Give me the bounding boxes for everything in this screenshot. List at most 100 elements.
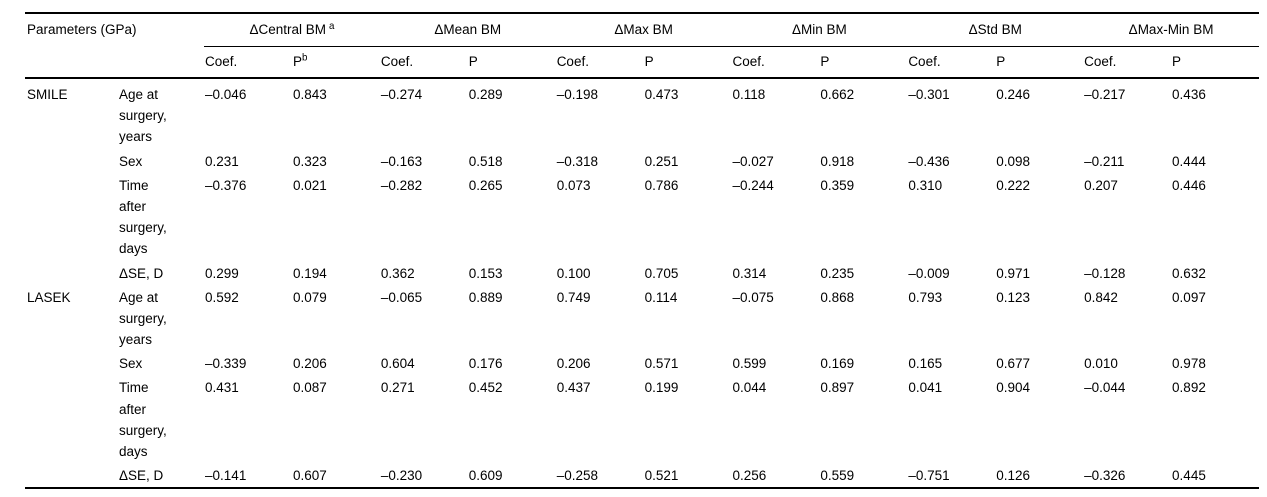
value-cell: 0.206: [556, 356, 591, 372]
parameters-header: Parameters (GPa): [25, 13, 205, 79]
value-cell: 0.299: [205, 265, 239, 281]
value-cell: 0.235: [820, 265, 855, 281]
table-row: ΔSE, D 0.299 0.194 0.362 0.153 0.100 0.705 0.31…: [25, 261, 1259, 285]
value-cell: 0.599: [732, 356, 767, 372]
table-header: Parameters (GPa) ΔCentral BM a ΔMean BM Δ…: [25, 13, 1259, 79]
value-cell: 0.609: [468, 468, 503, 484]
value-cell: 0.194: [292, 265, 327, 281]
value-cell: 0.868: [820, 289, 855, 305]
value-cell: 0.559: [820, 468, 855, 484]
value-cell: 0.521: [644, 468, 679, 484]
value-cell: 0.571: [644, 356, 679, 372]
value-cell: 0.021: [292, 177, 327, 193]
value-cell: 0.842: [1084, 289, 1118, 305]
subcol-coef: Coef.: [555, 46, 644, 79]
col-group-label: ΔCentral BM: [249, 22, 327, 37]
subcol-label: Coef.: [205, 54, 238, 69]
subcol-p: P: [643, 46, 732, 79]
parameter-cell: Age at surgery, years: [119, 87, 167, 145]
value-cell: 0.199: [644, 380, 679, 396]
value-cell: 0.256: [732, 468, 767, 484]
value-cell: –0.141: [205, 468, 247, 484]
subcol-label: P: [1172, 54, 1182, 69]
group-cell: [25, 149, 118, 173]
value-cell: 0.098: [996, 153, 1031, 169]
value-cell: –0.027: [732, 153, 774, 169]
subcol-coef: Coef.: [204, 46, 292, 79]
value-cell: –0.436: [908, 153, 950, 169]
subcol-label: Coef.: [556, 54, 589, 69]
value-cell: 0.246: [996, 87, 1031, 102]
value-cell: 0.118: [732, 87, 766, 102]
value-cell: 0.518: [468, 153, 503, 169]
value-cell: 0.436: [1172, 87, 1206, 102]
subcol-coef: Coef.: [907, 46, 996, 79]
parameters-header-label: Parameters (GPa): [27, 22, 137, 37]
subcol-label: P: [644, 54, 654, 69]
value-cell: 0.041: [908, 380, 943, 396]
table-row: Sex 0.231 0.323 –0.163 0.518 –0.318 0.251 –0.02…: [25, 149, 1259, 173]
value-cell: 0.222: [996, 177, 1031, 193]
value-cell: 0.978: [1172, 356, 1206, 372]
value-cell: 0.314: [732, 265, 767, 281]
table-row: SMILE Age at surgery, years –0.046 0.843 –0.…: [25, 78, 1259, 149]
table-row: Time after surgery, days –0.376 0.021 –0.28…: [25, 173, 1259, 261]
value-cell: 0.323: [292, 153, 327, 169]
parameter-cell: Sex: [119, 153, 143, 169]
value-cell: –0.258: [556, 468, 598, 484]
table-row: Time after surgery, days 0.431 0.087 0.271 0…: [25, 375, 1259, 463]
value-cell: 0.169: [820, 356, 855, 372]
value-cell: 0.904: [996, 380, 1031, 396]
subcol-label: Coef.: [380, 54, 414, 69]
table-row: Sex –0.339 0.206 0.604 0.176 0.206 0.571 0.599 0…: [25, 351, 1259, 375]
value-cell: 0.604: [380, 356, 415, 372]
value-cell: –0.282: [380, 177, 423, 193]
value-cell: –0.211: [1084, 153, 1125, 169]
subcol-label: Coef.: [732, 54, 765, 69]
value-cell: 0.897: [820, 380, 855, 396]
subcol-label: P: [292, 54, 302, 69]
col-group-std-bm: ΔStd BM: [907, 13, 1084, 47]
value-cell: 0.079: [292, 289, 327, 305]
value-cell: 0.087: [292, 380, 327, 396]
value-cell: 0.251: [644, 153, 679, 169]
value-cell: 0.206: [292, 356, 327, 372]
subcol-p: P: [995, 46, 1084, 79]
value-cell: 0.207: [1084, 177, 1118, 193]
parameter-cell: ΔSE, D: [119, 468, 164, 484]
subcol-p: P: [1171, 46, 1259, 79]
col-group-max-bm: ΔMax BM: [555, 13, 732, 47]
value-cell: 0.892: [1172, 380, 1206, 396]
value-cell: –0.751: [908, 468, 950, 484]
group-cell: [25, 375, 118, 463]
value-cell: 0.165: [908, 356, 943, 372]
col-group-label: ΔStd BM: [968, 22, 1022, 37]
value-cell: –0.198: [556, 87, 598, 102]
value-cell: –0.301: [908, 87, 950, 102]
value-cell: 0.445: [1172, 468, 1206, 484]
value-cell: 0.123: [996, 289, 1031, 305]
value-cell: 0.444: [1172, 153, 1206, 169]
subcol-coef: Coef.: [379, 46, 468, 79]
col-group-label: ΔMin BM: [792, 22, 847, 37]
value-cell: –0.009: [908, 265, 950, 281]
value-cell: 0.437: [556, 380, 591, 396]
table-row: LASEK Age at surgery, years 0.592 0.079 –0.0…: [25, 285, 1259, 352]
value-cell: 0.843: [292, 87, 327, 102]
value-cell: 0.592: [205, 289, 239, 305]
value-cell: 0.231: [205, 153, 239, 169]
parameter-cell: ΔSE, D: [119, 265, 164, 281]
value-cell: 0.010: [1084, 356, 1118, 372]
subcol-p: P: [467, 46, 556, 79]
value-cell: 0.918: [820, 153, 855, 169]
parameter-cell: Sex: [119, 356, 143, 372]
value-cell: –0.318: [556, 153, 598, 169]
value-cell: 0.271: [380, 380, 415, 396]
value-cell: 0.153: [468, 265, 503, 281]
subcol-p: P: [819, 46, 908, 79]
col-group-label: ΔMax-Min BM: [1128, 22, 1214, 37]
value-cell: 0.044: [732, 380, 767, 396]
value-cell: –0.163: [380, 153, 423, 169]
value-cell: 0.431: [205, 380, 239, 396]
value-cell: 0.889: [468, 289, 503, 305]
